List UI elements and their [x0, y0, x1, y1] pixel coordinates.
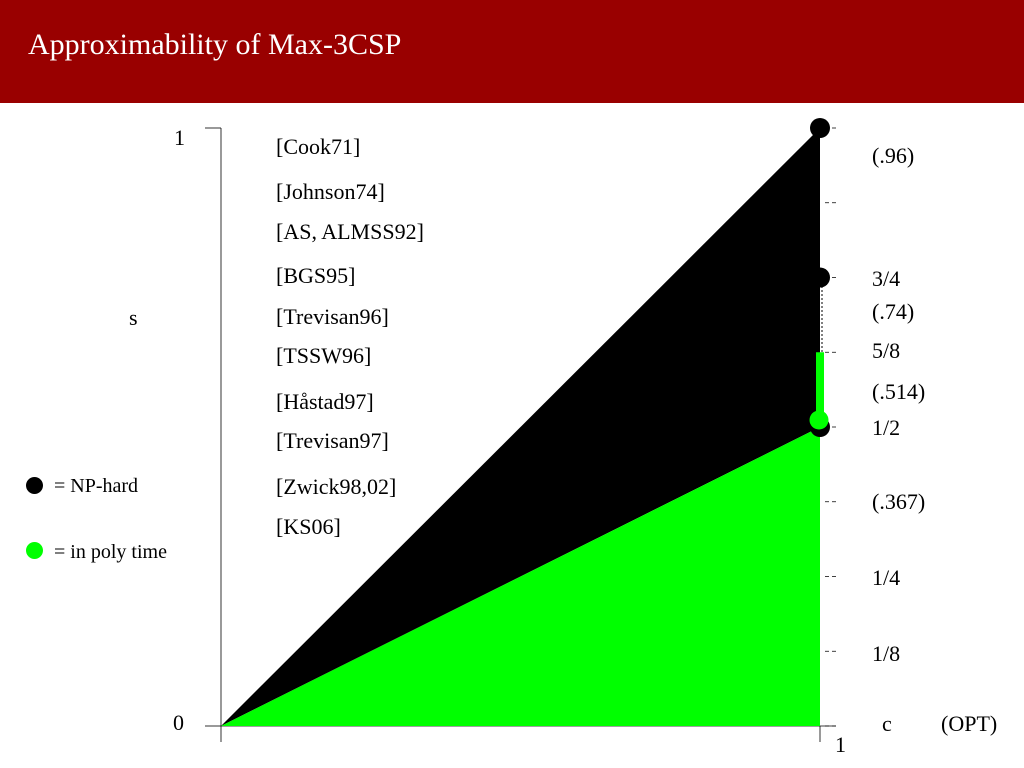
y-axis-tick-top: 1 — [174, 125, 185, 150]
y-axis-label: s — [129, 305, 138, 330]
reference-label: [Trevisan97] — [276, 428, 389, 453]
threshold-label: (.367) — [872, 489, 926, 514]
threshold-label: (.96) — [872, 143, 915, 168]
reference-label: [Zwick98,02] — [276, 474, 397, 499]
x-axis-label: c — [882, 711, 892, 736]
threshold-label: 1/4 — [872, 565, 901, 590]
poly-time-segments — [816, 352, 824, 427]
np-hard-region — [221, 128, 820, 726]
threshold-points — [809, 118, 830, 437]
reference-label: [Trevisan96] — [276, 304, 389, 329]
reference-label: [Cook71] — [276, 134, 361, 159]
reference-label: [Johnson74] — [276, 179, 385, 204]
poly-time-segment — [816, 352, 824, 427]
threshold-label: (.74) — [872, 299, 915, 324]
slide-title: Approximability of Max-3CSP — [28, 28, 402, 61]
reference-label: [TSSW96] — [276, 343, 372, 368]
threshold-label: 5/8 — [872, 338, 901, 363]
poly-time-region — [221, 427, 820, 726]
x-axis-tick-right: 1 — [835, 732, 846, 757]
poly-time-legend-label: = in poly time — [54, 541, 167, 563]
np-hard-point — [810, 118, 830, 138]
reference-label: [AS, ALMSS92] — [276, 219, 424, 244]
y-axis-tick-bottom: 0 — [173, 710, 184, 735]
np-hard-legend-dot — [26, 477, 43, 494]
title-bar: Approximability of Max-3CSP — [0, 0, 1024, 103]
reference-label: [BGS95] — [276, 263, 356, 288]
x-axis-label-opt: (OPT) — [941, 711, 998, 736]
threshold-label: 1/8 — [872, 641, 901, 666]
np-hard-legend-label: = NP-hard — [54, 475, 139, 497]
reference-label: [KS06] — [276, 514, 341, 539]
reference-label: [Håstad97] — [276, 389, 374, 414]
np-hard-point — [810, 267, 830, 288]
poly-time-point — [809, 410, 829, 430]
threshold-label: 1/2 — [872, 415, 901, 440]
threshold-label: (.514) — [872, 379, 926, 404]
poly-time-legend-dot — [26, 542, 43, 559]
threshold-label: 3/4 — [872, 266, 901, 291]
